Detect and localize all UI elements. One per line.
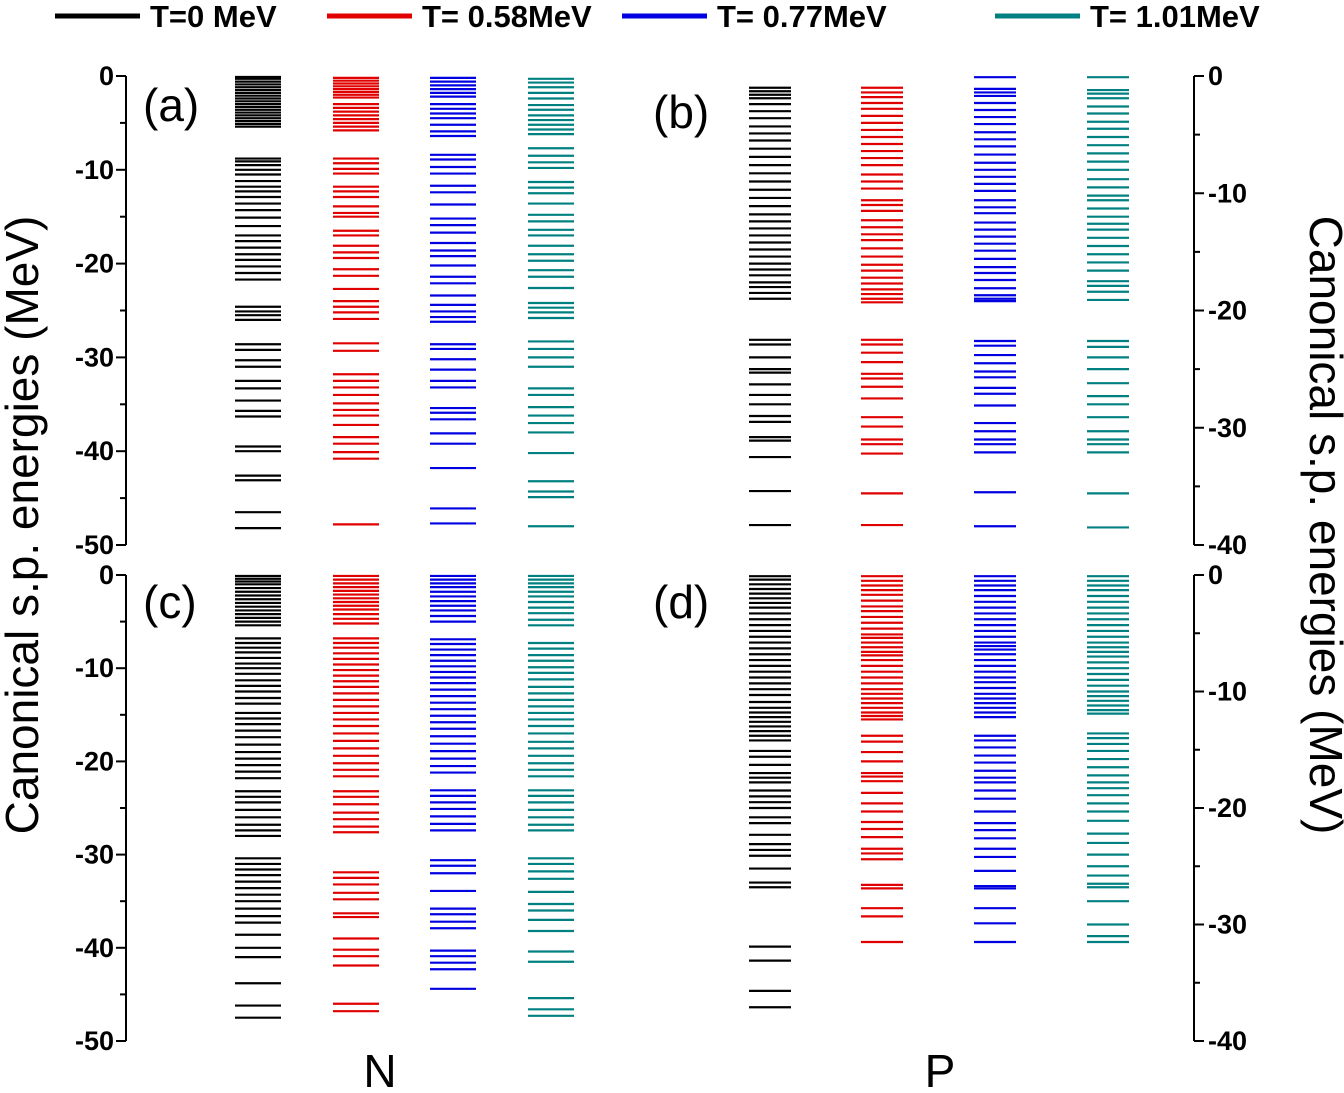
level-scheme-chart: T=0 MeV T= 0.58MeV T= 0.77MeV T= 1.01MeV 0-…: [0, 0, 1344, 1093]
y-tick-label: -10: [75, 155, 114, 185]
y-tick-label: -10: [1208, 178, 1247, 208]
y-tick-label: -40: [1208, 530, 1247, 560]
panels: 0 -10 -20 -30 -40 -50 (a) 0 -10 -20 -30 -40 (b) 0 -10 -…: [75, 61, 1247, 1056]
y-tick-label: -20: [75, 746, 114, 776]
level-column: [430, 576, 476, 989]
level-column: [528, 576, 574, 1016]
panel-d: 0 -10 -20 -30 -40 (d): [653, 560, 1247, 1056]
level-column: [974, 576, 1016, 942]
y-tick-label: 0: [99, 61, 114, 91]
y-tick-label: 0: [1208, 560, 1223, 590]
level-column: [1087, 77, 1129, 527]
y-tick-label: 0: [1208, 61, 1223, 91]
y-tick-label: 0: [99, 560, 114, 590]
legend-label: T= 0.58MeV: [422, 0, 592, 34]
y-tick-label: -30: [75, 840, 114, 870]
level-column: [1087, 576, 1129, 942]
y-tick-label: -30: [1208, 910, 1247, 940]
y-tick-label: -20: [1208, 793, 1247, 823]
y-tick-label: -10: [75, 653, 114, 683]
y-axis-title-left: Canonical s.p. energies (MeV): [0, 216, 48, 835]
y-tick-label: -40: [75, 933, 114, 963]
level-column: [749, 576, 791, 1007]
panel-label: (d): [653, 576, 709, 628]
panel-label: (a): [143, 79, 199, 131]
panel-label: (b): [653, 86, 709, 138]
y-tick-label: -40: [75, 436, 114, 466]
level-column: [333, 576, 379, 1011]
level-column: [861, 88, 903, 525]
y-tick-label: -50: [75, 530, 114, 560]
panel-c: 0 -10 -20 -30 -40 -50 (c): [75, 560, 574, 1056]
y-tick-label: -50: [75, 1026, 114, 1056]
group-label-n: N: [363, 1045, 396, 1093]
group-label-p: P: [925, 1045, 956, 1093]
y-tick-label: -40: [1208, 1026, 1247, 1056]
level-column: [235, 77, 281, 528]
y-tick-label: -30: [1208, 413, 1247, 443]
level-column: [749, 88, 791, 525]
level-column: [430, 78, 476, 524]
y-axis-title-right: Canonical s.p. energies (MeV): [1300, 216, 1344, 835]
legend-label: T=0 MeV: [150, 0, 277, 34]
level-column: [235, 576, 281, 1018]
y-tick-label: -20: [75, 249, 114, 279]
y-tick-label: -20: [1208, 296, 1247, 326]
y-tick-label: -10: [1208, 677, 1247, 707]
legend-label: T= 1.01MeV: [1090, 0, 1260, 34]
panel-label: (c): [143, 576, 197, 628]
level-column: [861, 576, 903, 942]
level-column: [528, 79, 574, 526]
y-tick-label: -30: [75, 342, 114, 372]
legend-label: T= 0.77MeV: [717, 0, 887, 34]
legend: T=0 MeV T= 0.58MeV T= 0.77MeV T= 1.01MeV: [55, 0, 1260, 34]
level-column: [333, 78, 379, 524]
panel-b: 0 -10 -20 -30 -40 (b): [653, 61, 1247, 560]
level-column: [974, 77, 1016, 526]
panel-a: 0 -10 -20 -30 -40 -50 (a): [75, 61, 574, 560]
